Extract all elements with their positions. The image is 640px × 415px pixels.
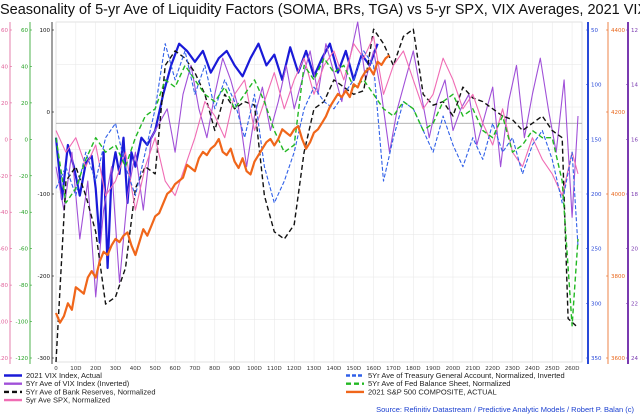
y-tick-label: 3800 <box>611 274 625 280</box>
legend-label: 5Yr Ave of VIX Index (Inverted) <box>26 379 130 388</box>
x-tick-label: 230D <box>505 366 520 372</box>
y-tick-label: -80 <box>0 283 8 289</box>
y-tick-label: 60 <box>21 28 28 34</box>
x-tick-label: 220D <box>485 366 500 372</box>
legend-label: 2021 S&P 500 COMPOSITE, ACTUAL <box>368 387 497 396</box>
y-tick-label: 20 <box>631 247 638 253</box>
axes: 0 10D 20D 30D 40D 50D 60D 70D 80D 90D 100D 110D 120D… <box>0 22 638 372</box>
x-tick-label: 120D <box>287 366 302 372</box>
x-tick-label: 20D <box>90 366 101 372</box>
legend-label: 5Yr Ave of Treasury General Account, Nor… <box>368 371 565 380</box>
x-tick-label: 50D <box>150 366 161 372</box>
y-tick-label: 24 <box>631 356 638 362</box>
y-tick-label: 60 <box>1 28 8 34</box>
chart-title: Seasonality of 5-yr Ave of Liquidity Fac… <box>0 2 640 18</box>
y-tick-label: -120 <box>16 356 29 362</box>
y-tick-label: 0 <box>5 137 9 143</box>
y-tick-label: 150 <box>591 137 602 143</box>
y-tick-label: 12 <box>631 28 638 34</box>
y-tick-label: -40 <box>19 210 28 216</box>
x-tick-label: 70D <box>189 366 200 372</box>
x-tick-label: 250D <box>545 366 560 372</box>
x-tick-label: 90D <box>229 366 240 372</box>
x-tick-label: 80D <box>209 366 220 372</box>
y-tick-label: 350 <box>591 356 602 362</box>
y-tick-label: 250 <box>591 247 602 253</box>
y-tick-label: -60 <box>19 247 28 253</box>
y-tick-label: 100 <box>591 83 602 89</box>
y-tick-label: 16 <box>631 137 638 143</box>
y-tick-label: -120 <box>0 356 8 362</box>
x-tick-label: 210D <box>465 366 480 372</box>
x-tick-label: 160D <box>366 366 381 372</box>
y-tick-label: -200 <box>38 274 51 280</box>
y-tick-label: -60 <box>0 247 8 253</box>
y-tick-label: 0 <box>25 137 29 143</box>
x-tick-label: 100D <box>247 366 262 372</box>
x-tick-label: 110D <box>267 366 282 372</box>
y-tick-label: -300 <box>38 356 51 362</box>
y-tick-label: -100 <box>16 320 29 326</box>
y-tick-label: 0 <box>47 110 51 116</box>
series-line <box>55 28 577 363</box>
y-tick-label: 22 <box>631 301 638 307</box>
y-tick-label: 4400 <box>611 28 625 34</box>
legend-label: 5yr Ave SPX, Normalized <box>26 396 110 405</box>
x-tick-label: 240D <box>525 366 540 372</box>
grid <box>55 21 583 363</box>
series-line <box>54 42 379 270</box>
x-tick-label: 170D <box>386 366 401 372</box>
x-tick-label: 200D <box>446 366 461 372</box>
x-tick-label: 60D <box>169 366 180 372</box>
series-line <box>55 57 579 327</box>
y-tick-label: 40 <box>21 64 28 70</box>
series-lines <box>54 21 579 363</box>
legend-label: 2021 VIX Index, Actual <box>26 371 102 380</box>
y-tick-label: -20 <box>0 174 8 180</box>
y-tick-label: -100 <box>38 192 51 198</box>
y-tick-label: 300 <box>591 301 602 307</box>
legend-label: 5Yr Ave of Fed Balance Sheet, Normalized <box>368 379 510 388</box>
y-tick-label: -20 <box>19 174 28 180</box>
legend-label: 5Yr Ave of Bank Reserves, Normalized <box>26 387 156 396</box>
y-tick-label: 4000 <box>611 192 625 198</box>
series-line <box>54 54 391 324</box>
y-tick-label: 4200 <box>611 110 625 116</box>
y-tick-label: 14 <box>631 83 638 89</box>
y-tick-label: 100 <box>40 28 51 34</box>
x-tick-label: 30D <box>110 366 121 372</box>
y-tick-label: -40 <box>0 210 8 216</box>
x-tick-label: 10D <box>70 366 81 372</box>
series-line <box>55 35 579 211</box>
series-line <box>55 21 579 298</box>
x-tick-label: 0 <box>54 366 58 372</box>
y-tick-label: 20 <box>1 101 8 107</box>
y-tick-label: 200 <box>591 192 602 198</box>
y-tick-label: -100 <box>0 320 8 326</box>
y-tick-label: 40 <box>1 64 8 70</box>
x-tick-label: 40D <box>130 366 141 372</box>
y-tick-label: -80 <box>19 283 28 289</box>
x-tick-label: 150D <box>346 366 361 372</box>
x-tick-label: 190D <box>426 366 441 372</box>
x-tick-label: 180D <box>406 366 421 372</box>
y-tick-label: 3600 <box>611 356 625 362</box>
y-tick-label: 18 <box>631 192 638 198</box>
x-tick-label: 130D <box>307 366 322 372</box>
x-tick-label: 140D <box>327 366 342 372</box>
y-tick-label: 50 <box>591 28 598 34</box>
y-tick-label: 20 <box>21 101 28 107</box>
series-line <box>55 43 579 247</box>
source-note: Source: Refinitiv Datastream / Predictiv… <box>376 405 634 414</box>
x-tick-label: 260D <box>565 366 580 372</box>
